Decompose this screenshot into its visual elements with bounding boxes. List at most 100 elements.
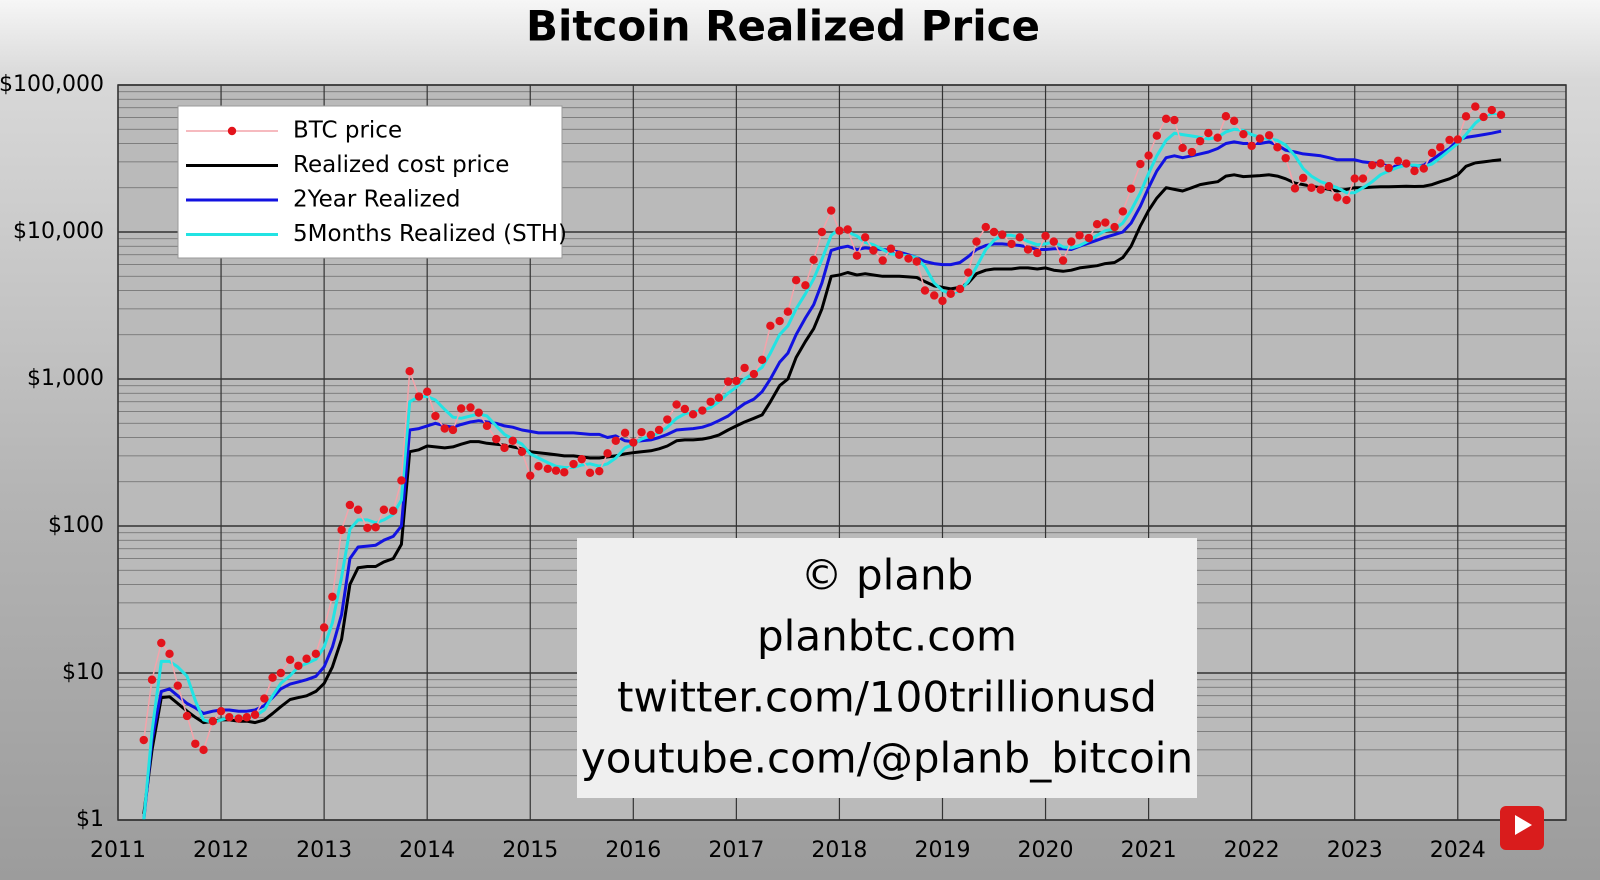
- price-dot: [147, 675, 157, 684]
- price-dot: [466, 403, 475, 412]
- price-dot: [379, 505, 389, 514]
- price-dot: [920, 286, 930, 295]
- price-dot: [1118, 207, 1128, 216]
- price-dot: [173, 681, 182, 690]
- price-dot: [1342, 195, 1351, 205]
- price-dot: [809, 255, 818, 264]
- price-dot: [1152, 131, 1162, 140]
- price-dot: [1023, 245, 1033, 254]
- x-tick-label: 2024: [1430, 838, 1486, 863]
- price-dot: [801, 281, 810, 290]
- price-dot: [405, 366, 414, 376]
- x-tick-label: 2013: [296, 838, 352, 863]
- legend: BTC price Realized cost price 2Year Realiz…: [177, 105, 567, 259]
- price-dot: [1384, 163, 1393, 173]
- price-dot: [285, 655, 295, 664]
- price-dot: [397, 476, 406, 485]
- price-dot: [234, 714, 243, 723]
- price-dot: [749, 369, 759, 379]
- price-dot: [1453, 135, 1462, 144]
- price-dot: [431, 411, 440, 421]
- x-tick-label: 2022: [1224, 838, 1280, 863]
- x-tick-label: 2012: [193, 838, 249, 863]
- series-line: [142, 112, 1502, 821]
- price-dot: [1255, 134, 1265, 143]
- price-dot: [698, 406, 707, 415]
- price-dot: [1479, 112, 1488, 122]
- y-tick-label: $100: [48, 513, 104, 538]
- price-dot: [817, 227, 827, 237]
- price-dot: [629, 438, 638, 447]
- price-dot: [1316, 185, 1325, 194]
- price-dot: [1247, 141, 1256, 151]
- price-dot: [946, 289, 955, 298]
- price-dot: [139, 735, 148, 745]
- price-dot: [1195, 136, 1205, 146]
- price-dot: [783, 307, 793, 316]
- price-dot: [319, 623, 329, 632]
- x-tick-label: 2011: [90, 838, 146, 863]
- price-dot: [1049, 237, 1058, 246]
- price-dot: [345, 500, 355, 510]
- price-dot: [1471, 102, 1480, 111]
- watermark-line: © planb: [801, 551, 974, 600]
- price-dot: [938, 296, 947, 306]
- price-dot: [268, 673, 277, 682]
- price-dot: [242, 713, 252, 722]
- price-dot: [688, 410, 698, 419]
- price-dot: [294, 661, 303, 670]
- watermark-line: youtube.com/@planb_bitcoin: [581, 734, 1193, 783]
- price-dot: [1358, 174, 1368, 183]
- x-tick-label: 2020: [1018, 838, 1074, 863]
- price-dot: [757, 355, 767, 365]
- price-dot: [1376, 159, 1385, 168]
- x-tick-label: 2023: [1327, 838, 1383, 863]
- price-dot: [191, 739, 200, 748]
- price-dot: [1187, 147, 1197, 157]
- price-dot: [371, 523, 380, 532]
- price-dot: [526, 471, 535, 480]
- price-dot: [1075, 231, 1084, 240]
- price-dot: [654, 425, 664, 435]
- price-dot: [1092, 219, 1102, 229]
- price-dot: [835, 226, 844, 235]
- x-tick-label: 2021: [1121, 838, 1177, 863]
- legend-label: BTC price: [293, 118, 402, 144]
- price-dot: [302, 654, 311, 663]
- price-dot: [328, 592, 337, 601]
- price-dot: [585, 468, 595, 478]
- price-dot: [1290, 184, 1300, 193]
- y-tick-label: $1: [76, 807, 104, 832]
- price-dot: [860, 233, 870, 242]
- price-dot: [989, 227, 999, 237]
- legend-label: Realized cost price: [293, 152, 509, 178]
- price-dot: [1110, 222, 1119, 232]
- price-dot: [1170, 115, 1179, 125]
- price-dot: [1281, 153, 1290, 163]
- price-dot: [1273, 143, 1282, 152]
- x-tick-label: 2016: [605, 838, 661, 863]
- legend-label: 2Year Realized: [293, 187, 460, 213]
- price-dot: [680, 404, 690, 414]
- price-dot: [1324, 181, 1334, 191]
- price-dot: [216, 706, 226, 716]
- price-dot: [1136, 159, 1145, 169]
- price-dot: [1350, 174, 1359, 183]
- price-dot: [440, 424, 449, 433]
- price-dot: [1058, 256, 1068, 265]
- price-dot: [1178, 143, 1187, 153]
- y-tick-label: $10,000: [13, 219, 104, 244]
- price-dot: [826, 206, 836, 215]
- price-dot: [1402, 159, 1411, 168]
- price-dot: [225, 713, 234, 722]
- price-dot: [1307, 183, 1316, 192]
- price-dot: [1213, 133, 1222, 142]
- price-dot: [456, 404, 466, 413]
- price-dot: [276, 668, 286, 678]
- x-tick-label: 2015: [502, 838, 558, 863]
- watermark-line: twitter.com/100trillionusd: [617, 673, 1157, 722]
- price-dot: [577, 454, 586, 464]
- price-dot: [199, 745, 208, 755]
- y-tick-label: $100,000: [0, 72, 104, 97]
- price-dot: [422, 387, 432, 396]
